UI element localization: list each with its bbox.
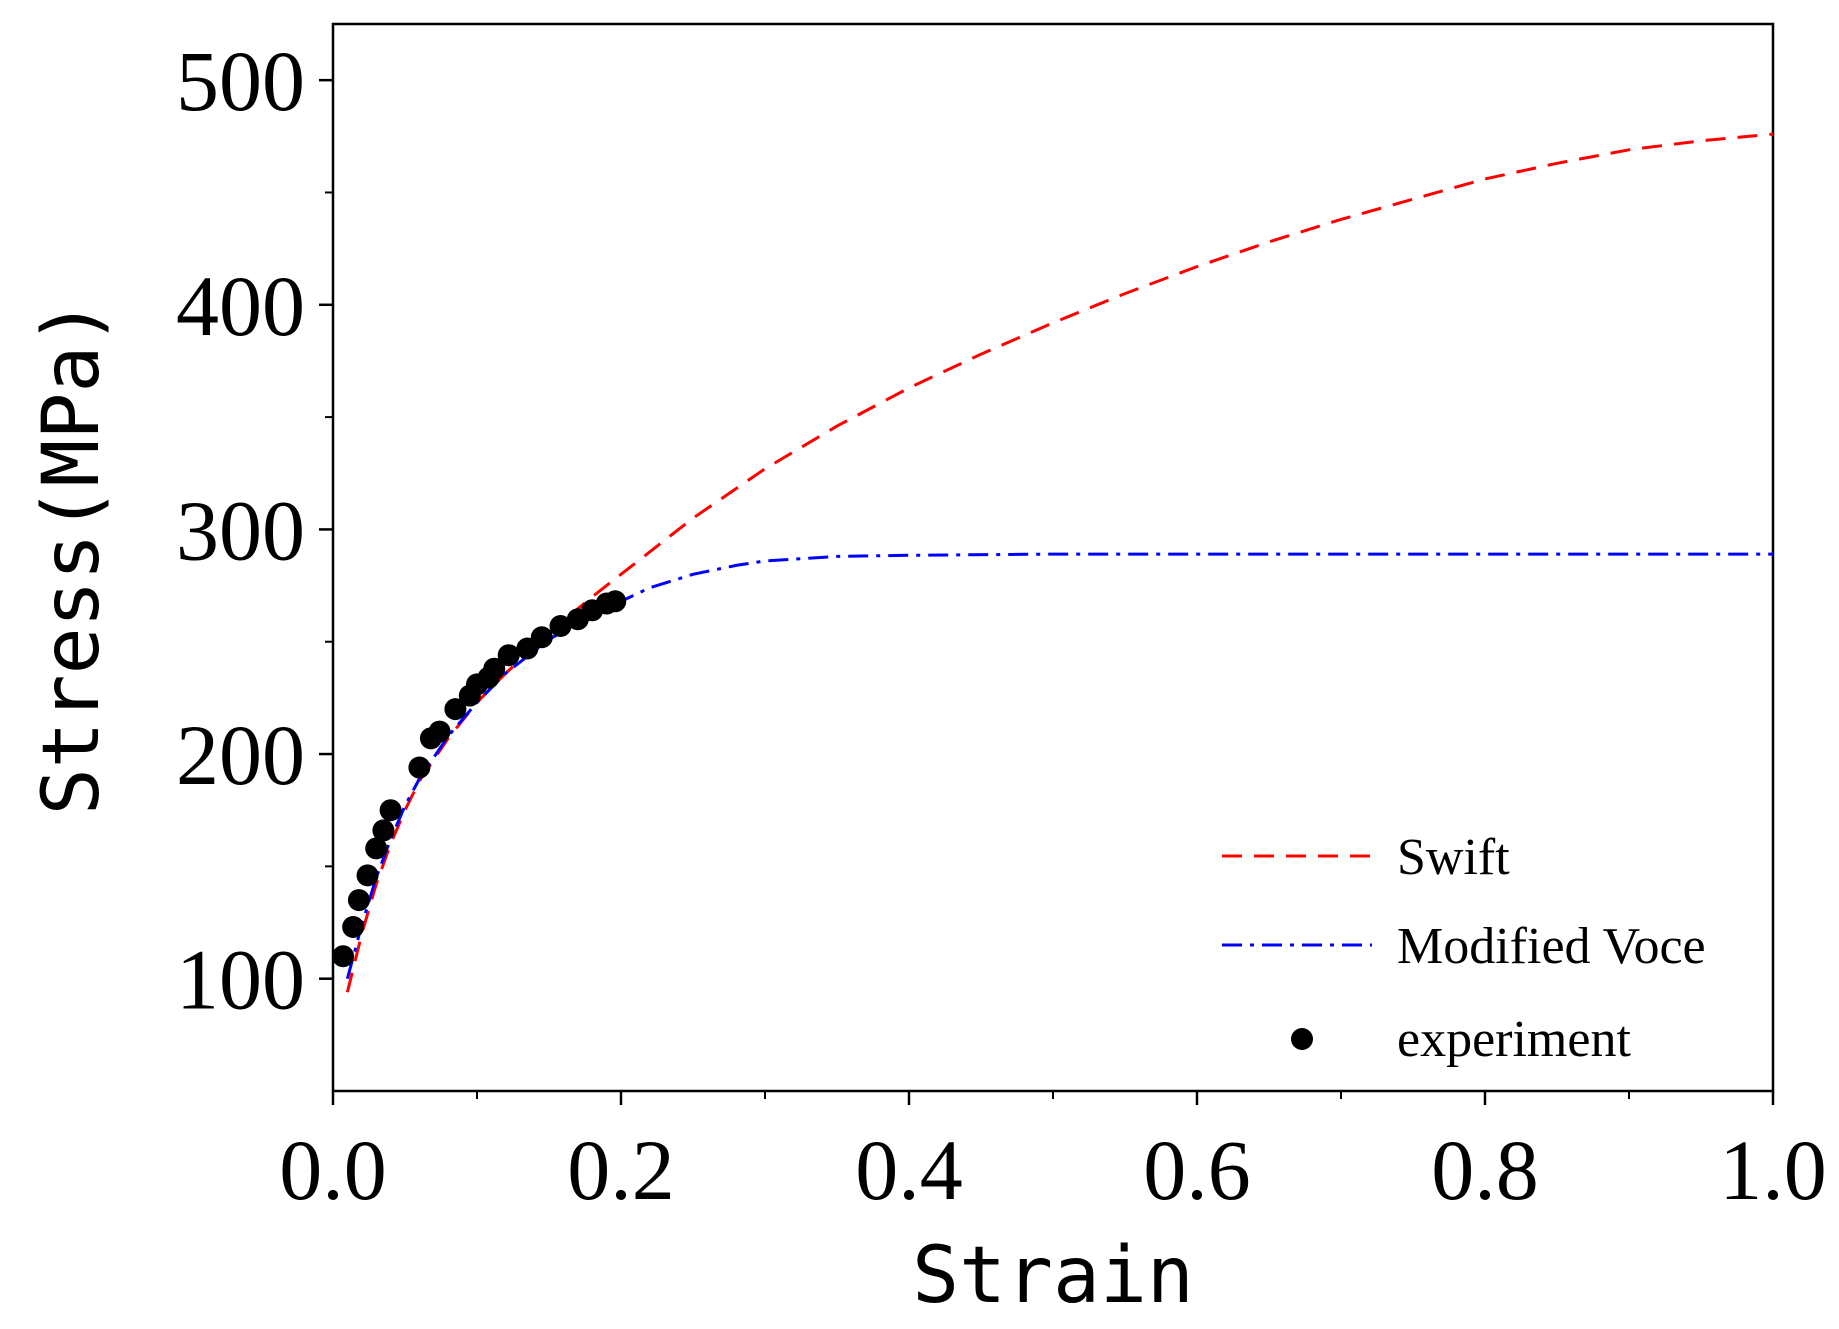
x-tick-label: 0.8	[1431, 1122, 1539, 1218]
y-tick-label: 200	[176, 707, 305, 803]
legend-swift-label: Swift	[1397, 829, 1510, 886]
y-tick-label: 500	[176, 33, 305, 129]
experiment-point	[347, 889, 370, 912]
experiment-point	[372, 819, 395, 842]
y-tick-label: 300	[176, 482, 305, 578]
legend: Swift Modified Voce experiment	[1222, 829, 1706, 1068]
experiment-point	[549, 615, 572, 638]
y-axis-title-main: Stress	[27, 534, 117, 816]
experiment-point	[428, 720, 451, 743]
legend-voce-label: Modified Voce	[1397, 918, 1706, 975]
experiment-point	[342, 916, 365, 939]
y-axis-title-unit: (MPa)	[27, 299, 117, 534]
experiment-point	[483, 657, 506, 680]
x-tick-label: 0.4	[855, 1122, 963, 1218]
experiment-point	[604, 590, 627, 613]
x-tick-label: 0.2	[567, 1122, 675, 1218]
x-tick-label: 0.6	[1143, 1122, 1251, 1218]
experiment-point	[379, 799, 402, 822]
legend-experiment-label: experiment	[1397, 1011, 1631, 1068]
experiment-point	[497, 644, 520, 667]
x-tick-label: 0.0	[279, 1122, 387, 1218]
legend-experiment-marker	[1291, 1028, 1313, 1050]
x-axis-ticks	[331, 1091, 1775, 1105]
y-axis-title: Stress(MPa)	[27, 299, 117, 816]
series-lines	[345, 132, 1774, 993]
experiment-markers	[332, 590, 627, 968]
experiment-point	[365, 837, 388, 860]
y-tick-label: 400	[176, 258, 305, 354]
experiment-point	[530, 626, 553, 649]
experiment-point	[332, 945, 355, 968]
experiment-point	[356, 864, 379, 887]
swift-series-line	[345, 132, 1774, 993]
experiment-point	[444, 698, 467, 721]
x-axis-title: Strain	[912, 1231, 1194, 1321]
y-axis-ticks	[319, 78, 333, 980]
x-tick-label: 1.0	[1719, 1122, 1827, 1218]
experiment-point	[408, 756, 431, 779]
x-axis-tick-labels: 0.0 0.2 0.4 0.6 0.8 1.0	[279, 1122, 1827, 1218]
y-tick-label: 100	[176, 932, 305, 1028]
y-axis-tick-labels: 100 200 300 400 500	[176, 33, 305, 1028]
modified-voce-series-line	[345, 552, 1773, 980]
